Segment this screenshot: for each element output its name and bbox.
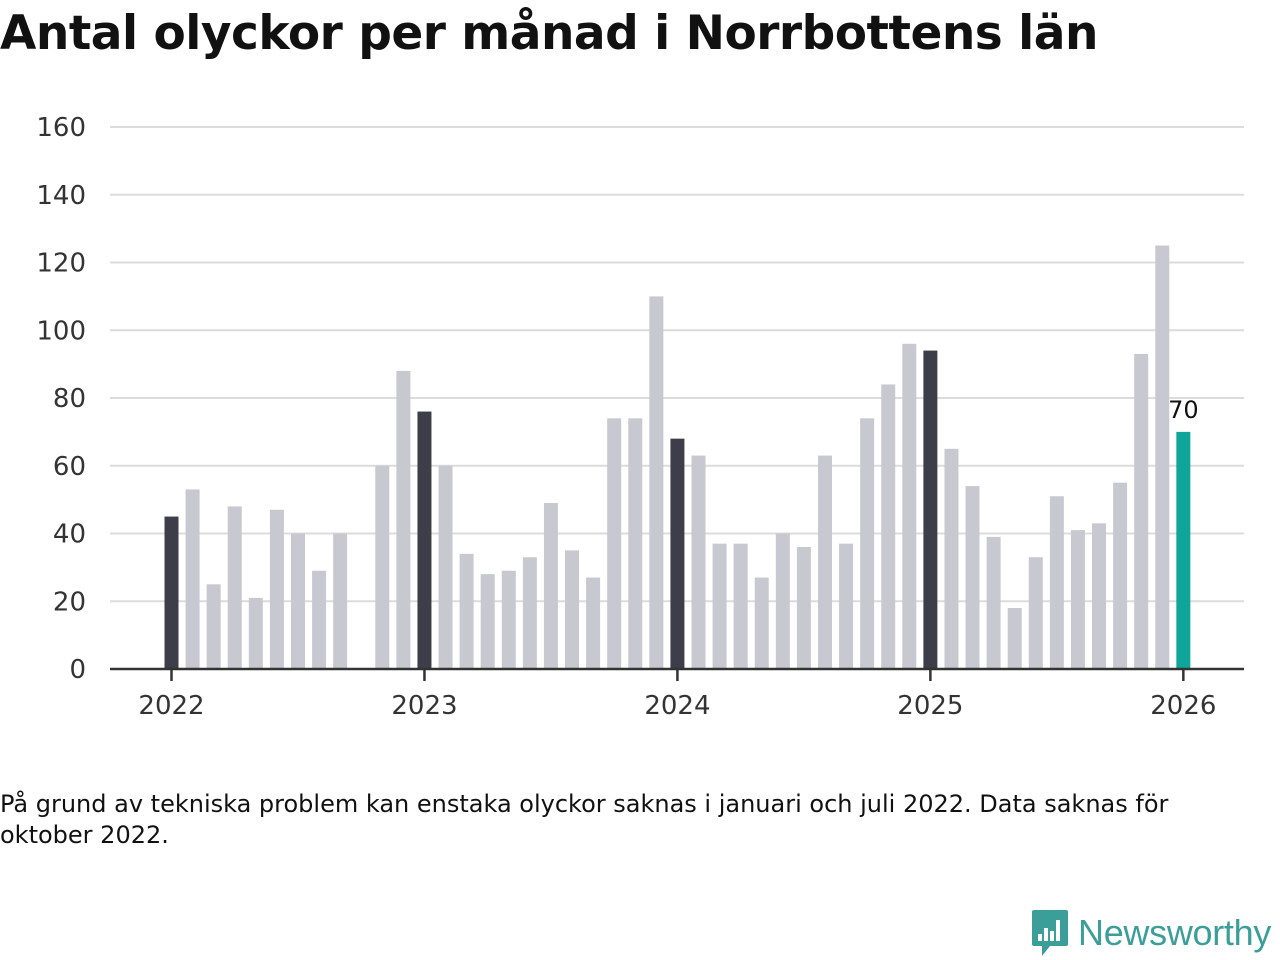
bar-2022-01 xyxy=(164,516,179,669)
bar-2023-05 xyxy=(501,570,516,669)
y-tick-label: 80 xyxy=(53,384,86,414)
bar-2025-09 xyxy=(1092,523,1107,669)
bar-2025-05 xyxy=(1007,608,1022,669)
y-tick-label: 100 xyxy=(36,316,86,346)
y-tick-label: 120 xyxy=(36,249,86,279)
chart-title: Antal olyckor per månad i Norrbottens lä… xyxy=(0,6,1098,61)
y-tick-label: 60 xyxy=(53,452,86,482)
brand-logo: Newsworthy xyxy=(1030,908,1271,958)
bar-2023-09 xyxy=(586,577,601,669)
newsworthy-logo-icon xyxy=(1032,910,1068,956)
bar-2023-07 xyxy=(543,503,558,669)
y-axis-ticks: 0 20 40 60 80 100 120 140 160 xyxy=(36,113,86,685)
bar-2024-03 xyxy=(712,543,727,669)
bar-2024-09 xyxy=(839,543,854,669)
footnote: På grund av tekniska problem kan enstaka… xyxy=(0,790,1169,849)
x-tick-label: 2026 xyxy=(1150,691,1216,721)
y-tick-label: 40 xyxy=(53,520,86,550)
y-tick-label: 20 xyxy=(53,587,86,617)
bar-2024-04 xyxy=(733,543,748,669)
bars xyxy=(164,245,1191,670)
bar-2025-03 xyxy=(965,486,980,669)
bar-2026-01 xyxy=(1176,431,1191,670)
data-label-latest: 70 xyxy=(1168,396,1199,424)
bar-2024-05 xyxy=(754,577,769,669)
bar-2025-06 xyxy=(1028,557,1043,669)
bar-2024-07 xyxy=(796,547,811,669)
bar-2024-10 xyxy=(860,418,875,669)
bar-2024-12 xyxy=(902,343,917,669)
x-tick-label: 2022 xyxy=(138,691,204,721)
x-axis: 2022 2023 2024 2025 2026 xyxy=(110,667,1244,721)
bar-2024-11 xyxy=(881,384,896,669)
bar-2024-06 xyxy=(775,533,790,669)
bar-2022-08 xyxy=(312,570,327,669)
bar-2022-04 xyxy=(227,506,242,669)
bar-2023-12 xyxy=(649,296,664,670)
bar-2023-02 xyxy=(438,465,453,669)
bar-2022-07 xyxy=(290,533,305,669)
bar-2022-02 xyxy=(185,489,200,669)
x-tick-label: 2024 xyxy=(644,691,710,721)
bar-2024-08 xyxy=(817,455,832,669)
data-labels: 70 xyxy=(1168,396,1199,424)
bar-2023-08 xyxy=(565,550,580,669)
brand-name: Newsworthy xyxy=(1078,912,1272,953)
y-tick-label: 0 xyxy=(69,655,86,685)
bar-2025-02 xyxy=(944,448,959,669)
bar-2025-01 xyxy=(923,350,938,669)
bar-2022-05 xyxy=(248,597,263,669)
bar-2023-04 xyxy=(480,574,495,669)
bar-2022-12 xyxy=(396,370,411,669)
bar-2025-11 xyxy=(1134,353,1149,669)
bar-2025-10 xyxy=(1113,482,1128,669)
bar-2025-04 xyxy=(986,536,1001,669)
bar-2024-02 xyxy=(691,455,706,669)
bar-2022-06 xyxy=(269,509,284,669)
bar-2025-08 xyxy=(1070,530,1085,669)
bar-2023-10 xyxy=(607,418,622,669)
bar-2022-11 xyxy=(375,465,390,669)
bar-2022-09 xyxy=(333,533,348,669)
y-tick-label: 160 xyxy=(36,113,86,143)
bar-2024-01 xyxy=(670,438,685,669)
bar-2025-07 xyxy=(1049,496,1064,669)
bar-2023-11 xyxy=(628,418,643,669)
x-tick-label: 2023 xyxy=(391,691,457,721)
bar-2022-03 xyxy=(206,584,221,669)
bar-2023-06 xyxy=(522,557,537,669)
bar-2023-03 xyxy=(459,553,474,669)
y-tick-label: 140 xyxy=(36,181,86,211)
bar-2025-12 xyxy=(1155,245,1170,669)
x-tick-label: 2025 xyxy=(897,691,963,721)
bar-2023-01 xyxy=(417,411,432,669)
